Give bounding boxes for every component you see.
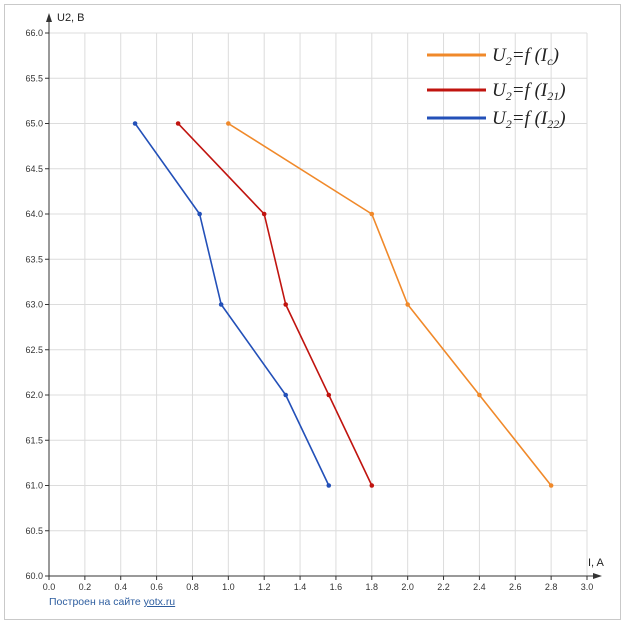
x-tick-label: 2.0 [401,582,414,592]
data-point [197,211,202,217]
data-point [283,392,289,398]
y-tick-label: 63.5 [25,254,43,264]
y-tick-label: 61.0 [25,481,43,491]
data-point [369,211,375,217]
y-tick-label: 65.5 [25,73,43,83]
x-tick-label: 1.0 [222,582,235,592]
x-tick-label: 2.4 [473,582,486,592]
data-point [548,483,554,488]
y-tick-label: 60.5 [25,526,43,536]
x-tick-label: 1.6 [330,582,343,592]
y-tick-label: 63.0 [25,300,43,310]
legend-label: U2=f (I21) [492,80,566,103]
x-axis-title: I, A [588,557,605,569]
data-point [175,121,181,126]
y-tick-label: 60.0 [25,571,43,581]
data-point [369,483,375,488]
data-point [405,302,410,307]
x-tick-label: 1.8 [366,582,379,592]
x-tick-label: 3.0 [581,582,594,592]
data-point [132,121,138,126]
y-tick-label: 62.0 [25,390,43,400]
data-point [477,392,482,398]
y-axis-arrow [46,13,52,22]
legend-label: U2=f (Ic) [492,45,559,68]
data-point [261,211,267,217]
data-point [326,483,332,488]
legend-label: U2=f (I22) [492,108,566,131]
x-tick-label: 0.6 [150,582,163,592]
y-tick-label: 66.0 [25,28,43,38]
data-point [226,121,231,126]
x-tick-label: 2.8 [545,582,558,592]
credit-link[interactable]: yotx.ru [143,596,176,608]
y-tick-label: 65.0 [25,119,43,129]
x-tick-label: 2.2 [437,582,450,592]
x-tick-label: 0.2 [79,582,92,592]
credit-prefix: Построен на сайте [49,596,144,608]
x-tick-label: 0.0 [43,582,56,592]
x-tick-label: 1.4 [294,582,307,592]
data-point [326,392,332,398]
x-tick-label: 2.6 [509,582,522,592]
y-tick-label: 61.5 [25,435,43,445]
credit-line: Построен на сайте yotx.ru [49,596,175,608]
y-tick-label: 64.5 [25,164,43,174]
chart-frame [4,4,621,620]
data-point [283,302,289,307]
y-tick-label: 62.5 [25,345,43,355]
x-axis-arrow [593,573,602,579]
y-axis-title: U2, B [57,12,85,24]
data-point [218,302,224,307]
x-tick-label: 1.2 [258,582,271,592]
x-tick-label: 0.4 [114,582,127,592]
x-tick-label: 0.8 [186,582,199,592]
y-tick-label: 64.0 [25,209,43,219]
